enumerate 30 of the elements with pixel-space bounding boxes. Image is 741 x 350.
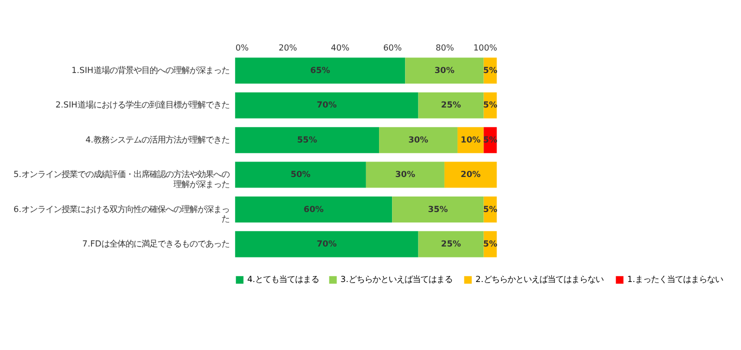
y-tick-label: 6.オンライン授業における双方向性の確保への理解が深まった — [13, 204, 230, 224]
x-tick-label: 80% — [436, 42, 454, 52]
x-tick-label: 40% — [330, 42, 350, 52]
x-tick-label: 0% — [235, 42, 249, 52]
data-label: 25% — [441, 100, 462, 110]
data-label: 60% — [304, 204, 324, 214]
y-tick-label: 1.SIH道場の背景や目的への理解が深まった — [71, 64, 230, 75]
y-tick-label: 7.FDは全体的に満足できるものであった — [82, 238, 230, 248]
y-tick-label: 2.SIH道場における学生の到達目標が理解できた — [55, 100, 230, 110]
data-label: 70% — [316, 238, 338, 248]
x-tick-label: 60% — [383, 42, 402, 52]
data-label: 30% — [434, 64, 456, 75]
x-tick-label: 20% — [278, 42, 298, 52]
data-label: 30% — [408, 134, 429, 144]
legend-label: 1.まったく当てはまらない — [627, 274, 724, 284]
data-label: 50% — [290, 169, 312, 180]
y-tick-label: 5.オンライン授業での成績評価・出席確認の方法や効果への理解が深まった — [13, 169, 230, 189]
legend-label: 4.とても当てはまる — [247, 274, 320, 284]
data-label: 20% — [460, 169, 482, 180]
data-label: 30% — [395, 169, 416, 180]
x-tick-label: 100% — [473, 42, 498, 52]
data-label: 35% — [428, 204, 449, 214]
legend-label: 3.どちらかといえば当てはまる — [340, 274, 452, 284]
data-label: 65% — [310, 64, 331, 75]
y-tick-label: 4.教務システムの活用方法が理解できた — [85, 134, 230, 144]
legend-label: 2.どちらかといえば当てはまらない — [476, 274, 604, 284]
data-label: 55% — [297, 134, 318, 144]
data-label: 25% — [441, 238, 462, 248]
data-label: 70% — [316, 100, 338, 110]
data-label: 10% — [460, 134, 482, 144]
